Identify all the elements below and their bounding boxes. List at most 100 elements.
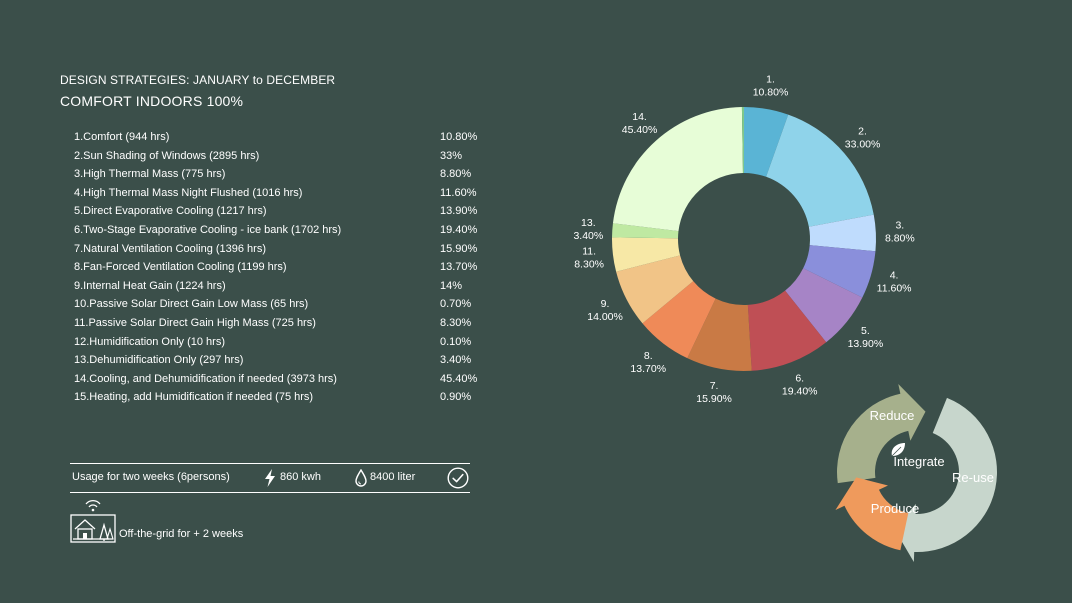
slice-number-label: 8. <box>644 350 653 362</box>
strategy-row: 14.Cooling, and Dehumidification if need… <box>74 370 478 389</box>
usage-bar: Usage for two weeks (6persons) 860 kwh 8… <box>70 463 470 493</box>
strategy-label: 6.Two-Stage Evaporative Cooling - ice ba… <box>74 223 342 236</box>
strategy-label: 1.Comfort (944 hrs) <box>74 131 170 143</box>
strategy-row: 5.Direct Evaporative Cooling (1217 hrs) 1… <box>74 202 478 221</box>
strategy-row: 4.High Thermal Mass Night Flushed (1016 … <box>74 184 477 203</box>
strategy-row: 10.Passive Solar Direct Gain Low Mass (6… <box>74 295 474 314</box>
strategy-percent: 10.80% <box>440 131 478 143</box>
house-icon <box>70 500 116 543</box>
slice-number-label: 2. <box>858 126 867 138</box>
cycle-diagram: Reduce Re-use Produce Integrate <box>835 383 997 562</box>
slice-number-label: 11. <box>582 246 596 258</box>
slice-number-label: 3. <box>895 220 904 232</box>
water-drop-icon <box>355 469 367 487</box>
strategy-percent: 8.80% <box>440 168 472 181</box>
slice-percent-label: 13.70% <box>630 363 666 375</box>
cycle-label-reuse: Re-use <box>952 470 994 485</box>
usage-text: Usage for two weeks (6persons) <box>72 471 230 483</box>
slice-percent-label: 13.90% <box>848 338 884 350</box>
strategy-row: 12.Humidification Only (10 hrs) 0.10% <box>74 333 474 352</box>
donut-slice <box>785 268 863 343</box>
slice-percent-label: 45.40% <box>622 124 658 136</box>
strategy-row: 8.Fan-Forced Ventilation Cooling (1199 h… <box>74 258 477 277</box>
donut-slice <box>741 107 744 174</box>
cycle-segment-reuse <box>894 397 997 562</box>
slice-number-label: 9. <box>601 298 610 310</box>
water-value: 8400 liter <box>370 471 416 483</box>
strategy-label: 7.Natural Ventilation Cooling (1396 hrs) <box>74 242 267 255</box>
strategy-percent: 0.10% <box>440 335 472 348</box>
lightning-icon <box>265 469 275 487</box>
strategy-percent: 3.40% <box>440 354 472 367</box>
strategy-label: 10.Passive Solar Direct Gain Low Mass (6… <box>74 298 309 311</box>
strategy-row: 2.Sun Shading of Windows (2895 hrs) 33% <box>74 147 474 166</box>
strategy-row: 9.Internal Heat Gain (1224 hrs) 14% <box>74 277 474 296</box>
cycle-label-reduce: Reduce <box>870 408 915 423</box>
slice-percent-label: 8.80% <box>885 233 915 245</box>
strategy-percent: 13.90% <box>440 205 478 218</box>
strategy-label: 2.Sun Shading of Windows (2895 hrs) <box>74 149 260 162</box>
cycle-center-label: Integrate <box>893 454 944 469</box>
strategy-row: 6.Two-Stage Evaporative Cooling - ice ba… <box>74 221 477 240</box>
donut-chart: 1.10.80% 2.33.00% 3.8.80% 4.11.60% 5.13.90% 6… <box>573 73 915 405</box>
strategy-list: 1.Comfort (944 hrs) 10.80% 2.Sun Shading o… <box>74 128 478 407</box>
strategy-label: 12.Humidification Only (10 hrs) <box>74 335 226 348</box>
energy-value: 860 kwh <box>280 471 321 483</box>
cycle-label-produce: Produce <box>871 501 919 516</box>
slice-percent-label: 3.40% <box>573 230 603 242</box>
strategy-percent: 0.70% <box>440 298 472 311</box>
slice-number-label: 1. <box>766 73 775 85</box>
donut-slice <box>612 237 681 272</box>
strategy-percent: 8.30% <box>440 316 472 329</box>
strategy-label: 9.Internal Heat Gain (1224 hrs) <box>74 279 226 292</box>
strategy-percent: 33% <box>440 149 463 162</box>
strategy-row: 3.High Thermal Mass (775 hrs) 8.80% <box>74 165 474 184</box>
donut-slice <box>687 298 752 371</box>
donut-slice <box>744 107 789 177</box>
strategy-label: 5.Direct Evaporative Cooling (1217 hrs) <box>74 205 267 218</box>
slice-percent-label: 15.90% <box>696 393 732 405</box>
cycle-segment-produce <box>835 477 909 551</box>
slice-percent-label: 19.40% <box>782 386 818 398</box>
slice-number-label: 6. <box>795 373 804 385</box>
slice-percent-label: 33.00% <box>845 139 881 151</box>
donut-slice <box>612 107 743 232</box>
strategy-label: 11.Passive Solar Direct Gain High Mass (… <box>74 316 316 329</box>
strategy-label: 4.High Thermal Mass Night Flushed (1016 … <box>74 186 303 199</box>
slice-number-label: 13. <box>581 217 596 229</box>
leaf-icon <box>891 443 905 457</box>
donut-slice <box>612 223 679 239</box>
slice-percent-label: 14.00% <box>587 311 623 323</box>
strategy-row: 1.Comfort (944 hrs) 10.80% <box>74 128 478 147</box>
offgrid-text: Off-the-grid for + 2 weeks <box>119 528 244 540</box>
slice-percent-label: 11.60% <box>877 282 912 294</box>
donut-slice <box>747 290 827 371</box>
slice-number-label: 5. <box>861 325 870 337</box>
strategy-row: 11.Passive Solar Direct Gain High Mass (… <box>74 314 474 333</box>
slice-number-label: 4. <box>890 269 899 281</box>
strategy-percent: 45.40% <box>440 372 478 385</box>
strategy-label: 8.Fan-Forced Ventilation Cooling (1199 h… <box>74 261 287 274</box>
strategy-label: 3.High Thermal Mass (775 hrs) <box>74 168 226 181</box>
slice-percent-label: 10.80% <box>753 86 789 98</box>
cycle-segment-reduce <box>837 383 926 484</box>
slice-number-label: 14. <box>632 111 647 123</box>
strategy-percent: 11.60% <box>440 186 477 199</box>
strategy-row: 7.Natural Ventilation Cooling (1396 hrs)… <box>74 240 478 259</box>
page-title: COMFORT INDOORS 100% <box>60 93 244 109</box>
slice-percent-label: 8.30% <box>574 259 604 271</box>
strategy-percent: 15.90% <box>440 242 478 255</box>
donut-slice <box>803 245 876 298</box>
strategy-label: 13.Dehumidification Only (297 hrs) <box>74 354 244 367</box>
check-circle-icon <box>447 467 469 489</box>
donut-slice <box>766 114 874 227</box>
strategy-label: 15.Heating, add Humidification if needed… <box>74 391 314 404</box>
subtitle: DESIGN STRATEGIES: JANUARY to DECEMBER <box>60 73 336 87</box>
strategy-percent: 0.90% <box>440 391 472 404</box>
donut-slice <box>616 255 694 324</box>
strategy-percent: 14% <box>440 279 463 292</box>
slice-number-label: 7. <box>710 380 719 392</box>
donut-slice <box>642 281 716 359</box>
strategy-label: 14.Cooling, and Dehumidification if need… <box>74 372 337 385</box>
strategy-row: 15.Heating, add Humidification if needed… <box>74 388 474 407</box>
